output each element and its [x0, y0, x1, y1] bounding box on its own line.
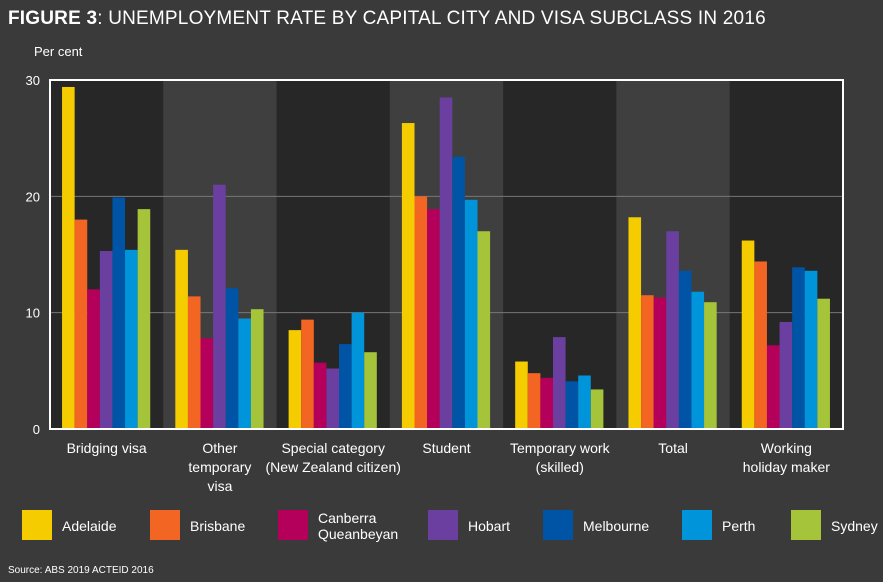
y-axis-label: Per cent — [34, 44, 83, 59]
bar-sydney — [364, 352, 377, 429]
bar-adelaide — [62, 86, 75, 429]
bar-canberra-queanbeyan — [313, 362, 327, 429]
x-category-label: Working holiday maker — [743, 440, 830, 475]
bar-hobart — [666, 231, 679, 429]
bar-canberra-queanbeyan — [87, 289, 100, 429]
y-tick-label: 0 — [33, 422, 40, 437]
bar-perth — [351, 312, 365, 429]
x-category-label: Special category (New Zealand citizen) — [266, 440, 401, 475]
legend-label: Canberra Queanbeyan — [318, 510, 399, 542]
x-category-label: Bridging visa — [67, 440, 147, 456]
bar-sydney — [817, 298, 830, 429]
bar-adelaide — [741, 240, 755, 429]
legend-swatch — [682, 510, 712, 540]
bar-hobart — [779, 321, 793, 429]
bar-adelaide — [401, 123, 415, 429]
bar-perth — [691, 291, 705, 429]
bar-hobart — [552, 337, 566, 429]
bar-hobart — [213, 184, 226, 429]
legend-label: Brisbane — [190, 518, 246, 534]
bar-canberra-queanbeyan — [200, 338, 214, 429]
legend-swatch — [543, 510, 573, 540]
x-category-label: Student — [422, 440, 470, 456]
bar-canberra-queanbeyan — [427, 209, 440, 429]
bar-brisbane — [187, 296, 201, 429]
bar-sydney — [250, 309, 264, 429]
legend-label: Sydney — [831, 518, 878, 534]
bar-perth — [238, 318, 251, 429]
figure-label: FIGURE 3 — [8, 8, 98, 29]
legend-swatch — [278, 510, 308, 540]
legend-label: Hobart — [468, 518, 511, 534]
bar-adelaide — [628, 217, 642, 429]
bar-brisbane — [301, 319, 314, 429]
bar-brisbane — [74, 219, 88, 429]
plot-frame — [49, 79, 844, 430]
legend-swatch — [791, 510, 821, 540]
figure-title: : UNEMPLOYMENT RATE BY CAPITAL CITY AND … — [97, 8, 766, 29]
legend-label: Melbourne — [583, 518, 650, 534]
y-tick-label: 30 — [26, 73, 40, 88]
bar-melbourne — [452, 156, 465, 429]
bar-adelaide — [175, 249, 188, 429]
x-category-label: Total — [658, 440, 688, 456]
bar-adelaide — [515, 361, 528, 429]
bar-brisbane — [641, 295, 654, 429]
bar-melbourne — [225, 288, 239, 429]
bar-chart: 0 10 20 30 Bridging visa Other temporary visa Sp… — [26, 73, 844, 494]
legend-swatch — [428, 510, 458, 540]
bar-hobart — [439, 97, 453, 429]
legend-swatch — [22, 510, 52, 540]
bar-melbourne — [112, 197, 126, 429]
y-tick-label: 20 — [26, 189, 40, 204]
chart-title: FIGURE 3: UNEMPLOYMENT RATE BY CAPITAL C… — [8, 8, 766, 30]
bar-perth — [464, 199, 478, 429]
bar-sydney — [477, 231, 491, 429]
y-tick-label: 10 — [26, 306, 40, 321]
bar-hobart — [99, 251, 113, 429]
bar-brisbane — [754, 261, 767, 429]
bar-brisbane — [527, 373, 541, 429]
legend-label: Adelaide — [62, 518, 117, 534]
bar-perth — [804, 270, 818, 429]
x-category-label: Other temporary visa — [188, 440, 251, 494]
bar-sydney — [590, 389, 604, 429]
bar-melbourne — [792, 267, 805, 429]
bar-melbourne — [565, 381, 579, 429]
bar-brisbane — [414, 196, 428, 429]
legend-label: Perth — [722, 518, 756, 534]
bar-canberra-queanbeyan — [653, 297, 667, 429]
bar-canberra-queanbeyan — [540, 377, 553, 429]
bar-perth — [578, 375, 591, 429]
bar-adelaide — [288, 330, 302, 429]
bar-canberra-queanbeyan — [766, 345, 780, 429]
bar-melbourne — [339, 344, 352, 429]
bar-melbourne — [678, 270, 692, 429]
bar-perth — [125, 249, 138, 429]
source-note: Source: ABS 2019 ACTEID 2016 — [8, 565, 154, 576]
x-category-label: Temporary work (skilled) — [510, 440, 611, 475]
legend-swatch — [150, 510, 180, 540]
bar-sydney — [704, 302, 717, 429]
bar-sydney — [137, 209, 151, 429]
bar-hobart — [326, 368, 340, 429]
